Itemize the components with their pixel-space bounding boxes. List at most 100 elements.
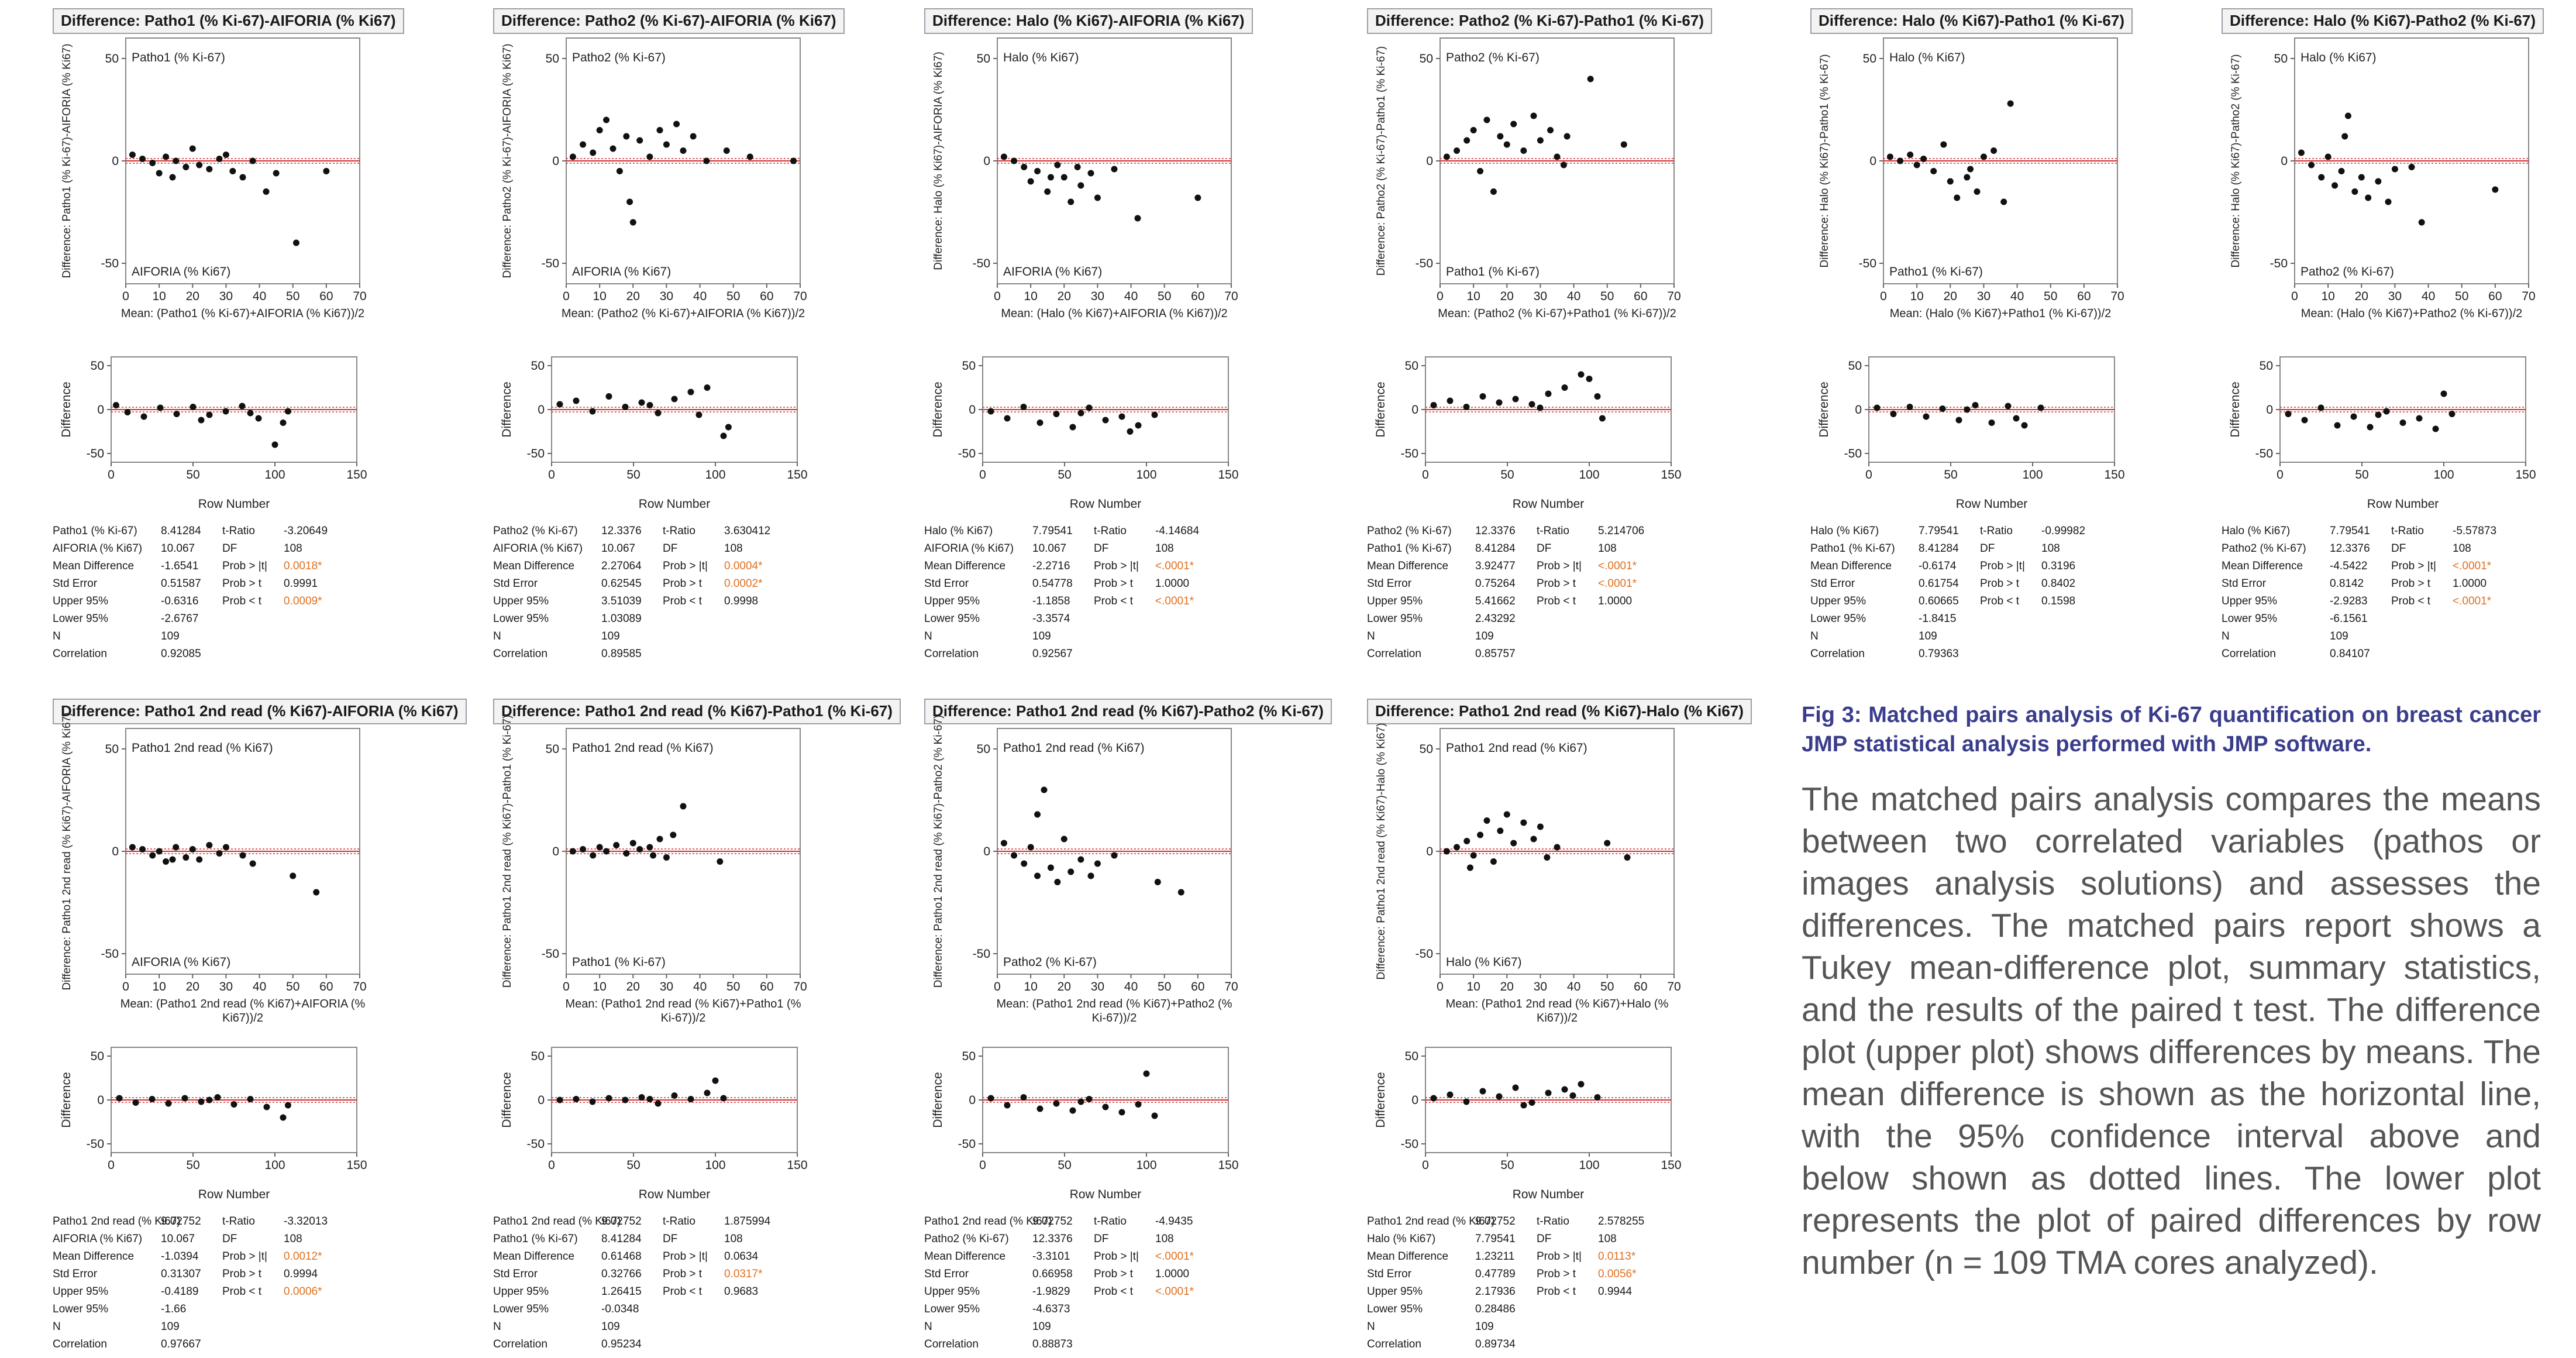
summary-statistics: Patho1 2nd read (% Ki67) 9.02752 t-Ratio 2.…	[1367, 1213, 1718, 1353]
stat-cell: DF	[1537, 542, 1552, 555]
diff-plot-x-tick-label: 20	[186, 290, 199, 303]
diff-plot-x-tick-label: 30	[1534, 980, 1547, 993]
stat-row: Mean Difference -0.6174 Prob > |t| 0.3196	[1810, 558, 2161, 575]
row-plot-x-tick-label: 150	[1661, 468, 1681, 482]
stat-row: Std Error 0.47789 Prob > t 0.0056*	[1367, 1266, 1718, 1283]
stat-row: Correlation 0.84107	[2222, 645, 2572, 663]
diff-plot-x-tick-label: 10	[152, 980, 166, 993]
stat-cell: 12.3376	[1475, 525, 1516, 537]
stat-cell: 108	[2041, 542, 2060, 555]
diff-plot-x-tick-label: 50	[1158, 290, 1171, 303]
row-plot-y-tick-label: 0	[97, 1094, 104, 1107]
stat-cell: DF	[222, 1233, 237, 1245]
diff-plot-point	[222, 152, 229, 158]
stat-cell: 109	[2330, 630, 2348, 642]
diff-plot-point	[670, 831, 677, 838]
stat-row: Lower 95% -2.6767	[53, 610, 404, 628]
diff-plot-x-tick-label: 0	[563, 980, 570, 993]
row-plot-x-title: Row Number	[639, 1188, 711, 1201]
diff-plot-y-title: Difference: Patho2 (% Ki-67)-Patho1 (% K…	[1375, 46, 1387, 276]
stat-row: Mean Difference 1.23211 Prob > |t| 0.0113*	[1367, 1248, 1718, 1266]
row-plot-y-title: Difference	[500, 381, 514, 437]
stat-row: Std Error 0.62545 Prob > t 0.0002*	[493, 575, 844, 593]
stat-row: N 109	[1367, 1318, 1718, 1336]
row-plot-point	[1430, 1095, 1437, 1102]
diff-plot-point	[2344, 112, 2351, 119]
diff-plot-x-tick-label: 0	[994, 980, 1001, 993]
diff-plot-point	[163, 153, 170, 160]
diff-plot-x-tick-label: 40	[693, 980, 707, 993]
stat-cell: Prob < t	[663, 595, 702, 607]
stat-cell: 0.0006*	[284, 1285, 322, 1298]
row-plot-x-tick-label: 100	[264, 1158, 285, 1172]
row-plot-point	[2448, 411, 2456, 417]
diff-plot-point	[1930, 168, 1937, 174]
stat-cell: 0.9994	[284, 1268, 318, 1280]
stat-row: Upper 95% -0.4189 Prob < t 0.0006*	[53, 1283, 404, 1301]
stat-cell: Mean Difference	[53, 1250, 135, 1263]
bottom-series-label: Patho1 (% Ki-67)	[1889, 265, 1983, 279]
row-plot-x-tick-label: 50	[186, 468, 199, 482]
diff-plot-point	[1530, 836, 1537, 843]
stat-row: Std Error 0.8142 Prob > t 1.0000	[2222, 575, 2572, 593]
diff-plot-point	[569, 153, 576, 160]
diff-plot-y-tick-label: 50	[1420, 742, 1433, 756]
diff-plot-point	[1194, 194, 1201, 201]
diff-plot-x-tick-label: 30	[1977, 290, 1990, 303]
diff-plot-x-tick-label: 50	[286, 980, 299, 993]
stat-row: AIFORIA (% Ki67) 10.067 DF 108	[53, 540, 404, 558]
matched-pairs-panel: Difference: Patho1 2nd read (% Ki67)-AIF…	[53, 690, 467, 1350]
bottom-series-label: AIFORIA (% Ki67)	[572, 265, 671, 279]
bottom-series-label: Patho1 (% Ki-67)	[572, 955, 666, 969]
row-plot-point	[1102, 1103, 1109, 1111]
stat-row: AIFORIA (% Ki67) 10.067 DF 108	[493, 540, 844, 558]
stat-cell: Std Error	[924, 577, 969, 590]
row-plot-point	[271, 441, 278, 448]
diff-plot-y-tick-label: -50	[973, 947, 990, 961]
stat-cell: Patho1 (% Ki-67)	[53, 525, 137, 537]
diff-plot-point	[173, 844, 180, 851]
stat-cell: Prob > |t|	[222, 1250, 267, 1263]
diff-plot-point	[1454, 844, 1461, 851]
stat-cell: -0.99982	[2041, 525, 2086, 537]
row-plot-point	[1127, 428, 1134, 435]
row-plot-y-tick-label: 50	[1405, 359, 1418, 373]
stat-row: Halo (% Ki67) 7.79541 t-Ratio -5.57873	[2222, 522, 2572, 540]
diff-plot-point	[1537, 823, 1544, 830]
stat-cell: 109	[1032, 1321, 1051, 1333]
diff-plot-x-tick-label: 60	[319, 290, 333, 303]
row-plot-x-tick-label: 100	[264, 468, 285, 482]
stat-cell: 0.0317*	[724, 1268, 763, 1280]
row-plot-point	[247, 410, 254, 417]
stat-cell: 0.61468	[601, 1250, 642, 1263]
stat-cell: 8.41284	[1475, 542, 1516, 555]
diff-plot-point	[149, 160, 156, 166]
row-plot-point	[1143, 1070, 1150, 1077]
row-plot-point	[2021, 422, 2028, 429]
diff-plot-point	[1177, 889, 1184, 896]
panel-title: Difference: Patho2 (% Ki-67)-Patho1 (% K…	[1367, 8, 1712, 34]
stat-cell: 9.02752	[161, 1215, 201, 1228]
diff-plot-x-tick-label: 0	[563, 290, 570, 303]
stat-cell: 7.79541	[2330, 525, 2370, 537]
stat-row: Halo (% Ki67) 7.79541 t-Ratio -0.99982	[1810, 522, 2161, 540]
stat-cell: Prob > |t|	[663, 560, 708, 572]
stat-cell: Correlation	[924, 1338, 979, 1350]
stat-row: Std Error 0.54778 Prob > t 1.0000	[924, 575, 1275, 593]
stat-cell: 108	[284, 1233, 302, 1245]
diff-plot-point	[680, 803, 687, 810]
stat-cell: 108	[724, 1233, 743, 1245]
stat-row: Std Error 0.32766 Prob > t 0.0317*	[493, 1266, 844, 1283]
diff-plot-point	[2332, 182, 2339, 189]
stat-cell: 108	[1598, 542, 1617, 555]
row-plot-point	[1939, 405, 1946, 412]
stat-cell: t-Ratio	[663, 1215, 695, 1228]
stat-cell: t-Ratio	[1094, 525, 1127, 537]
row-plot-point	[655, 1100, 662, 1107]
row-plot-y-tick-label: -50	[87, 1137, 104, 1151]
diff-plot-point	[1544, 854, 1551, 861]
row-plot-x-tick-label: 0	[108, 468, 115, 482]
diff-plot-point	[1134, 215, 1141, 222]
row-plot-point	[1077, 410, 1084, 417]
